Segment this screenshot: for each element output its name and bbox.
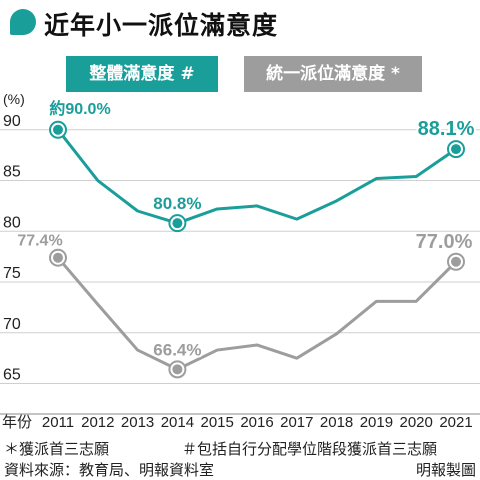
header: 近年小一派位滿意度 [0,0,480,44]
chart-title: 近年小一派位滿意度 [44,11,279,40]
x-tick-label: 2020 [400,414,433,431]
data-marker-dot [172,218,183,229]
data-marker-dot [53,124,63,135]
footnote-hash: ＃包括自行分配學位階段獲派首三志願 [182,440,438,458]
data-marker-dot [172,364,183,375]
y-tick-label: 90 [3,113,21,130]
y-tick-label: 70 [3,316,21,333]
x-tick-label: 2016 [240,414,273,431]
data-marker-dot [53,252,63,263]
y-tick-label: 65 [3,367,21,384]
x-tick-label: 2017 [280,414,313,431]
x-tick-label: 2012 [81,414,114,431]
x-axis-label: 年份 [2,413,32,431]
data-marker-dot [451,144,461,155]
footnote-star: ＊獲派首三志願 [4,440,110,458]
data-label: 約90.0% [49,99,110,118]
data-marker-dot [451,256,461,267]
series-line-0 [56,128,457,225]
y-tick-label: 75 [3,265,21,282]
data-label: 77.0% [416,231,473,253]
data-label: 77.4% [17,233,62,250]
speech-bubble-icon [10,9,36,35]
x-tick-label: 2018 [320,414,353,431]
data-label: 66.4% [153,340,201,359]
credit-note: 明報製圖 [415,461,476,479]
series-line-1 [56,256,458,371]
x-tick-label: 2013 [121,414,154,431]
y-axis-label: (%) [3,91,25,107]
x-tick-label: 2019 [360,414,393,431]
source-note: 資料來源：教育局、明報資料室 [4,461,215,479]
x-tick-label: 2021 [439,414,472,431]
x-tick-label: 2015 [201,414,234,431]
data-label: 80.8% [153,194,201,213]
x-tick-label: 2011 [42,414,74,431]
data-label: 88.1% [418,118,475,140]
x-tick-label: 2014 [161,414,194,431]
legend-overall: 整體滿意度 # [66,56,218,92]
y-tick-label: 80 [3,214,21,231]
legend-allocation: 統一派位滿意度 * [244,56,422,92]
y-tick-label: 85 [3,164,21,181]
